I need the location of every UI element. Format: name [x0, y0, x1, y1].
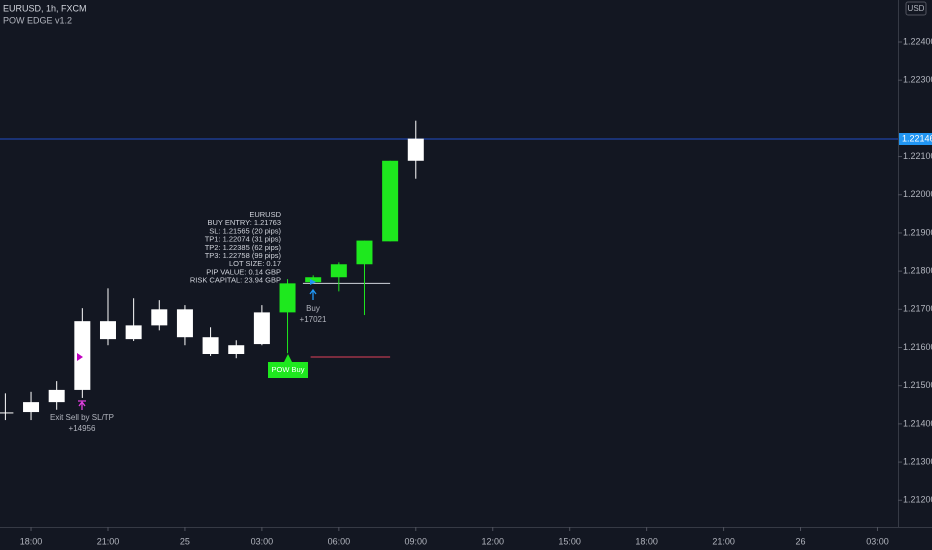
info-line: PIP VALUE: 0.14 GBP	[206, 267, 281, 276]
x-tick-label: 06:00	[328, 536, 351, 546]
x-tick-label: 09:00	[405, 536, 428, 546]
info-line: TP2: 1.22385 (62 pips)	[205, 243, 282, 252]
candle-body	[125, 325, 142, 340]
candle-body	[0, 412, 14, 414]
y-tick-label: 1.21800	[903, 266, 932, 276]
y-tick-label: 1.21300	[903, 456, 932, 466]
y-tick-label: 1.21400	[903, 418, 932, 428]
x-tick-label: 12:00	[481, 536, 504, 546]
y-tick-label: 1.22100	[903, 151, 932, 161]
y-tick-label: 1.21700	[903, 304, 932, 314]
candle-body	[407, 138, 424, 161]
exit-arrow	[78, 400, 86, 410]
info-line: SL: 1.21565 (20 pips)	[209, 226, 281, 235]
pow-label-box	[268, 354, 308, 378]
exit-marker	[77, 353, 83, 361]
x-tick-label: 18:00	[20, 536, 43, 546]
currency-box[interactable]	[905, 1, 927, 16]
y-tick-label: 1.21900	[903, 227, 932, 237]
candle-body	[176, 309, 193, 338]
candle-body	[356, 240, 373, 265]
candle-body	[253, 312, 270, 345]
info-line: BUY ENTRY: 1.21763	[207, 218, 281, 227]
x-tick-label: 21:00	[712, 536, 735, 546]
currency[interactable]: USD	[908, 4, 925, 13]
candle-body	[74, 321, 91, 390]
candle-body	[99, 321, 116, 340]
exit-profit: +14956	[69, 424, 96, 433]
last-price-label: 1.22146	[902, 133, 932, 143]
x-tick-label: 21:00	[97, 536, 120, 546]
candle-body	[382, 160, 399, 242]
last-price-badge	[899, 133, 932, 146]
candle-body	[23, 402, 40, 413]
pow-label: POW Buy	[272, 365, 305, 374]
y-tick-label: 1.21200	[903, 495, 932, 505]
info-line: TP3: 1.22758 (99 pips)	[205, 251, 282, 260]
indicator-name: POW EDGE v1.2	[3, 15, 72, 25]
candle-body	[330, 264, 347, 278]
x-tick-label: 26	[796, 536, 806, 546]
x-tick-label: 03:00	[251, 536, 274, 546]
y-tick-label: 1.22000	[903, 189, 932, 199]
y-tick-label: 1.21500	[903, 380, 932, 390]
info-line: LOT SIZE: 0.17	[229, 259, 281, 268]
buy-arrow	[309, 288, 317, 300]
y-tick-label: 1.22300	[903, 75, 932, 85]
info-line: EURUSD	[249, 210, 281, 219]
y-tick-label: 1.21600	[903, 342, 932, 352]
candle-body	[228, 345, 245, 355]
chart-title: EURUSD, 1h, FXCM	[3, 3, 87, 13]
x-tick-label: 15:00	[558, 536, 581, 546]
buy-profit: +17021	[300, 315, 327, 324]
exit-label: Exit Sell by SL/TP	[50, 413, 114, 422]
candle-body	[48, 389, 65, 403]
candle-body	[279, 283, 296, 313]
info-line: RISK CAPITAL: 23.94 GBP	[190, 276, 281, 285]
info-line: TP1: 1.22074 (31 pips)	[205, 235, 282, 244]
buy-label: Buy	[306, 304, 320, 313]
candle-body	[151, 309, 168, 326]
x-tick-label: 03:00	[866, 536, 889, 546]
y-tick-label: 1.22400	[903, 36, 932, 46]
candle-body	[202, 337, 219, 355]
x-tick-label: 25	[180, 536, 190, 546]
x-tick-label: 18:00	[635, 536, 658, 546]
candle-body	[305, 277, 322, 283]
buy-marker	[310, 279, 316, 285]
